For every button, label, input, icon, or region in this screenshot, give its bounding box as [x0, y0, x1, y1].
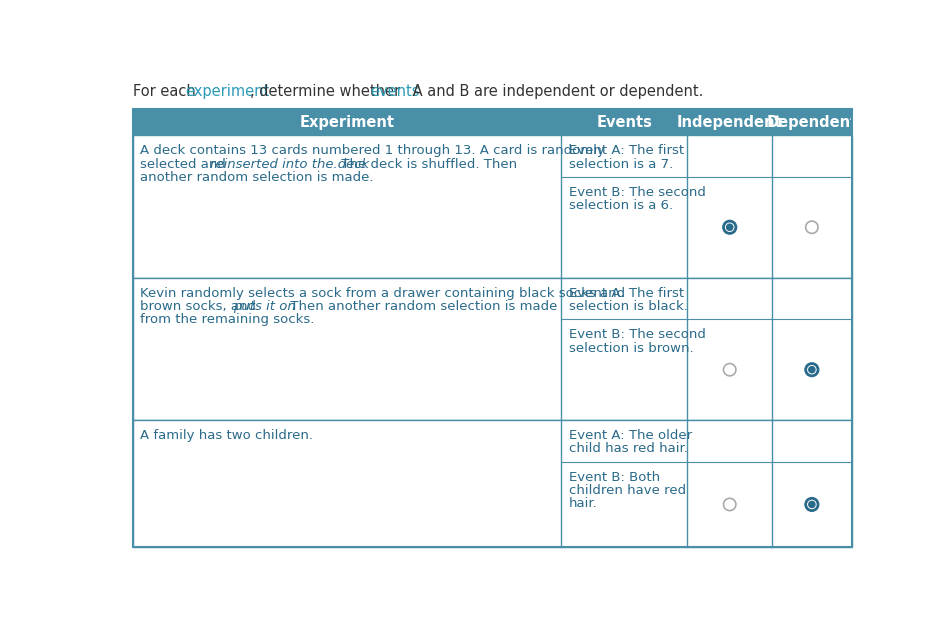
- Text: Event B: The second: Event B: The second: [568, 329, 706, 342]
- Text: child has red hair.: child has red hair.: [568, 443, 688, 456]
- Text: . Then another random selection is made: . Then another random selection is made: [282, 300, 557, 313]
- Circle shape: [806, 498, 818, 511]
- Text: selection is a 7.: selection is a 7.: [568, 157, 673, 170]
- Text: Independent: Independent: [677, 115, 783, 130]
- Text: selection is brown.: selection is brown.: [568, 342, 694, 355]
- Text: selection is black.: selection is black.: [568, 300, 688, 313]
- Text: reinserted into the deck: reinserted into the deck: [210, 157, 369, 170]
- Text: A deck contains 13 cards numbered 1 through 13. A card is randomly: A deck contains 13 cards numbered 1 thro…: [140, 144, 605, 157]
- Circle shape: [723, 498, 735, 511]
- Text: Experiment: Experiment: [299, 115, 395, 130]
- Text: Events: Events: [596, 115, 652, 130]
- Text: puts it on: puts it on: [233, 300, 296, 313]
- Text: . The deck is shuffled. Then: . The deck is shuffled. Then: [333, 157, 517, 170]
- Text: A and B are independent or dependent.: A and B are independent or dependent.: [408, 84, 704, 99]
- Text: , determine whether: , determine whether: [251, 84, 405, 99]
- Text: Event A: The older: Event A: The older: [568, 430, 692, 443]
- Text: brown socks, and: brown socks, and: [140, 300, 261, 313]
- Bar: [133, 420, 852, 547]
- Text: events: events: [370, 84, 419, 99]
- Text: Dependent: Dependent: [766, 115, 858, 130]
- Bar: [133, 135, 852, 278]
- Bar: [133, 278, 852, 420]
- Circle shape: [809, 366, 815, 373]
- Bar: [133, 109, 852, 135]
- Text: selected and: selected and: [140, 157, 231, 170]
- Text: Kevin randomly selects a sock from a drawer containing black socks and: Kevin randomly selects a sock from a dra…: [140, 287, 625, 300]
- Text: experiment: experiment: [185, 84, 269, 99]
- Text: children have red: children have red: [568, 484, 686, 497]
- Text: A family has two children.: A family has two children.: [140, 430, 313, 443]
- Circle shape: [727, 224, 733, 230]
- Text: hair.: hair.: [568, 497, 598, 510]
- Text: from the remaining socks.: from the remaining socks.: [140, 313, 315, 326]
- Circle shape: [809, 502, 815, 508]
- Text: Event B: The second: Event B: The second: [568, 186, 706, 199]
- Text: Event A: The first: Event A: The first: [568, 144, 684, 157]
- Text: Event B: Both: Event B: Both: [568, 471, 660, 484]
- Text: another random selection is made.: another random selection is made.: [140, 170, 374, 184]
- Circle shape: [723, 363, 735, 376]
- Text: selection is a 6.: selection is a 6.: [568, 199, 673, 212]
- Text: Event A: The first: Event A: The first: [568, 287, 684, 300]
- Circle shape: [806, 221, 818, 233]
- Circle shape: [806, 363, 818, 376]
- Text: For each: For each: [133, 84, 200, 99]
- Circle shape: [723, 221, 735, 233]
